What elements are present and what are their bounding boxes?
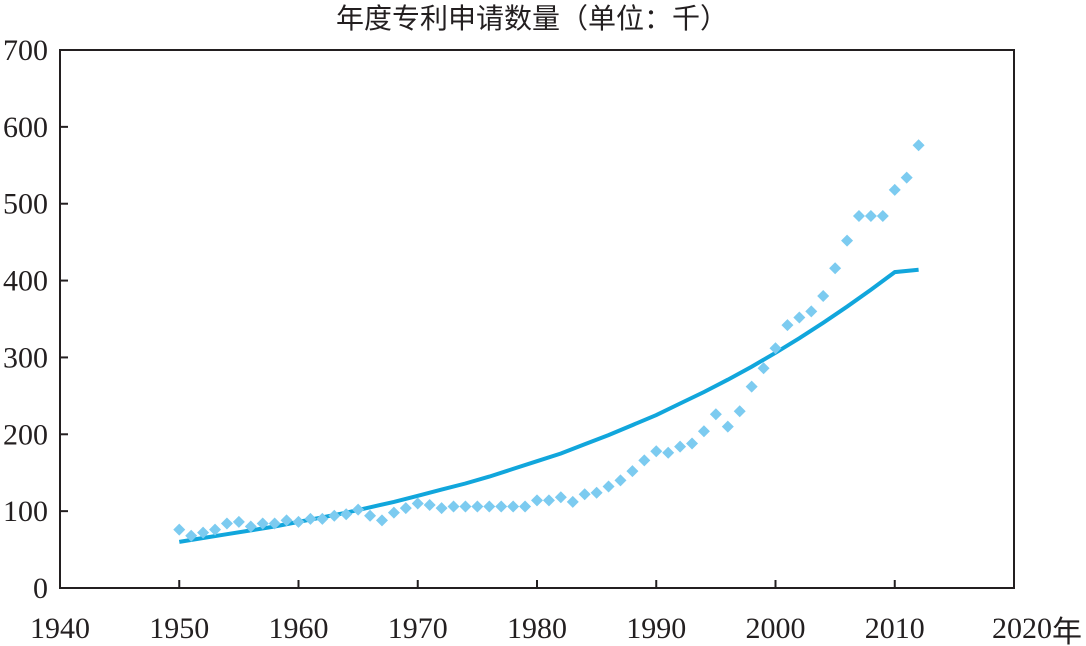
data-point bbox=[697, 425, 710, 438]
data-point bbox=[185, 529, 198, 542]
x-axis-unit-label: 年 bbox=[1052, 615, 1082, 646]
plot-frame bbox=[59, 49, 1015, 589]
data-point bbox=[733, 405, 746, 418]
x-tick-label: 1950 bbox=[149, 612, 209, 645]
y-tick-label: 700 bbox=[3, 34, 48, 67]
data-point bbox=[829, 262, 842, 275]
x-tick-label: 1960 bbox=[269, 612, 329, 645]
data-point bbox=[900, 171, 913, 184]
data-point bbox=[781, 319, 794, 332]
data-point bbox=[423, 498, 436, 511]
scatter-points bbox=[173, 139, 925, 542]
data-point bbox=[387, 506, 400, 519]
data-point bbox=[721, 420, 734, 433]
data-point bbox=[841, 234, 854, 247]
data-point bbox=[542, 494, 555, 507]
data-point bbox=[805, 305, 818, 318]
y-tick-label: 300 bbox=[3, 341, 48, 374]
data-point bbox=[686, 437, 699, 450]
x-tick-label: 2000 bbox=[746, 612, 806, 645]
y-axis: 0 100 200 300 400 500 600 700 bbox=[3, 34, 68, 605]
data-point bbox=[232, 515, 245, 528]
x-axis: 1940 1950 1960 1970 1980 1990 2000 2010 2020 bbox=[30, 580, 1052, 645]
data-point bbox=[864, 210, 877, 223]
data-point bbox=[340, 508, 353, 521]
data-point bbox=[495, 500, 508, 513]
x-tick-label: 2020 bbox=[992, 612, 1052, 645]
data-point bbox=[745, 380, 758, 393]
data-point bbox=[638, 454, 651, 467]
data-point bbox=[662, 446, 675, 459]
x-tick-label: 1980 bbox=[507, 612, 567, 645]
data-point bbox=[447, 500, 460, 513]
chart-title: 年度专利申请数量（单位：千） bbox=[336, 2, 728, 35]
data-point bbox=[244, 520, 257, 533]
data-point bbox=[590, 486, 603, 499]
y-tick-label: 100 bbox=[3, 495, 48, 528]
data-point bbox=[769, 342, 782, 355]
y-tick-label: 200 bbox=[3, 418, 48, 451]
data-point bbox=[364, 509, 377, 522]
data-point bbox=[483, 500, 496, 513]
data-point bbox=[375, 514, 388, 527]
data-point bbox=[292, 515, 305, 528]
data-point bbox=[554, 491, 567, 504]
data-point bbox=[626, 465, 639, 478]
data-point bbox=[876, 210, 889, 223]
data-point bbox=[209, 523, 222, 536]
data-point bbox=[578, 488, 591, 501]
data-point bbox=[173, 523, 186, 536]
x-tick-label: 2010 bbox=[865, 612, 925, 645]
data-point bbox=[602, 480, 615, 493]
y-tick-label: 0 bbox=[33, 572, 48, 605]
data-point bbox=[197, 526, 210, 539]
data-point bbox=[614, 474, 627, 487]
data-point bbox=[411, 497, 424, 510]
data-point bbox=[531, 494, 543, 507]
data-point bbox=[471, 500, 484, 513]
data-point bbox=[650, 445, 663, 458]
data-point bbox=[674, 440, 687, 453]
y-tick-label: 400 bbox=[3, 265, 48, 298]
data-point bbox=[566, 495, 579, 508]
data-point bbox=[328, 509, 341, 522]
data-point bbox=[304, 512, 317, 525]
data-point bbox=[793, 311, 806, 324]
data-point bbox=[352, 503, 365, 516]
x-tick-label: 1970 bbox=[388, 612, 448, 645]
data-point bbox=[435, 502, 448, 515]
data-point bbox=[888, 183, 901, 196]
data-point bbox=[399, 502, 412, 515]
data-point bbox=[316, 512, 329, 525]
x-tick-label: 1990 bbox=[626, 612, 686, 645]
data-point bbox=[507, 500, 520, 513]
data-point bbox=[709, 408, 722, 421]
data-point bbox=[817, 289, 830, 302]
data-point bbox=[459, 500, 472, 513]
y-tick-label: 600 bbox=[3, 111, 48, 144]
data-point bbox=[256, 517, 269, 530]
data-point bbox=[519, 500, 532, 513]
data-point bbox=[280, 514, 293, 527]
data-point bbox=[757, 362, 770, 375]
data-point bbox=[220, 517, 233, 530]
y-tick-label: 500 bbox=[3, 188, 48, 221]
data-point bbox=[852, 210, 865, 223]
data-point bbox=[912, 139, 925, 152]
x-tick-label: 1940 bbox=[30, 612, 90, 645]
data-point bbox=[268, 517, 281, 530]
